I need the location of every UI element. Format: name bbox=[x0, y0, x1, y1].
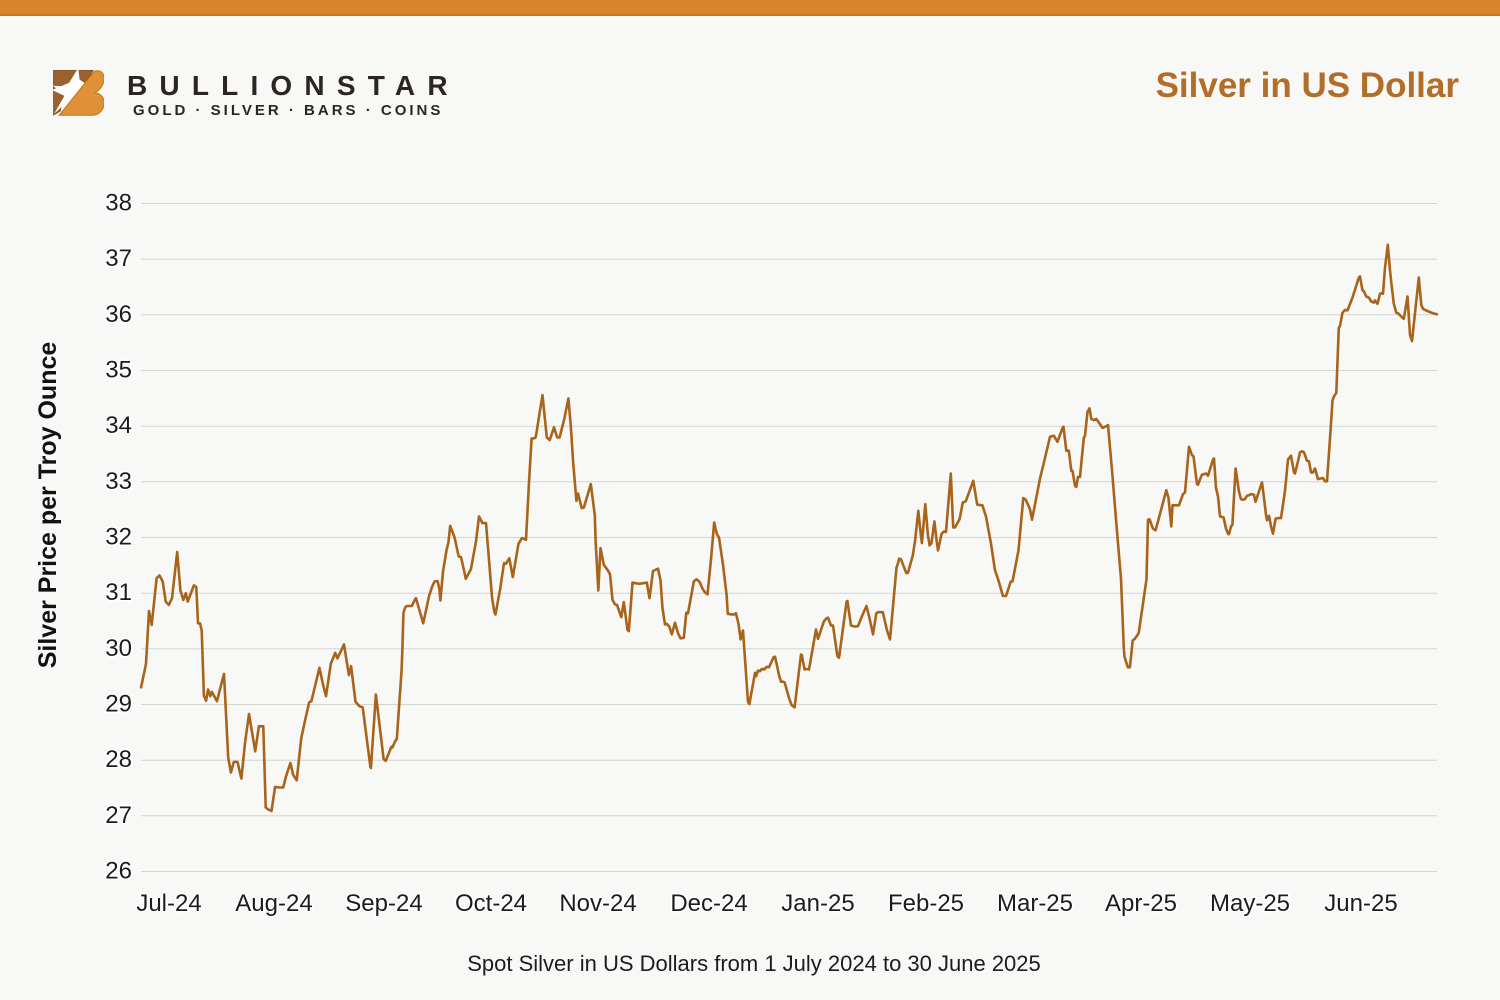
svg-text:29: 29 bbox=[105, 691, 132, 718]
svg-text:Jul-24: Jul-24 bbox=[136, 890, 201, 917]
svg-text:Feb-25: Feb-25 bbox=[888, 890, 964, 917]
svg-text:27: 27 bbox=[105, 802, 132, 829]
svg-text:May-25: May-25 bbox=[1210, 890, 1290, 917]
svg-text:Nov-24: Nov-24 bbox=[559, 890, 636, 917]
svg-text:36: 36 bbox=[105, 301, 132, 328]
svg-text:Mar-25: Mar-25 bbox=[997, 890, 1073, 917]
svg-text:37: 37 bbox=[105, 245, 132, 272]
svg-text:33: 33 bbox=[105, 468, 132, 495]
svg-text:30: 30 bbox=[105, 635, 132, 662]
svg-text:Sep-24: Sep-24 bbox=[345, 890, 422, 917]
svg-text:Dec-24: Dec-24 bbox=[670, 890, 747, 917]
svg-text:32: 32 bbox=[105, 524, 132, 551]
svg-text:Silver Price per Troy Ounce: Silver Price per Troy Ounce bbox=[34, 342, 62, 669]
svg-text:35: 35 bbox=[105, 357, 132, 384]
svg-text:28: 28 bbox=[105, 746, 132, 773]
svg-text:Jun-25: Jun-25 bbox=[1324, 890, 1397, 917]
svg-text:Aug-24: Aug-24 bbox=[235, 890, 312, 917]
svg-text:31: 31 bbox=[105, 579, 132, 606]
svg-text:Oct-24: Oct-24 bbox=[455, 890, 527, 917]
svg-text:26: 26 bbox=[105, 858, 132, 885]
svg-text:Jan-25: Jan-25 bbox=[781, 890, 854, 917]
svg-text:38: 38 bbox=[105, 190, 132, 217]
svg-text:34: 34 bbox=[105, 412, 132, 439]
svg-text:Spot Silver in US Dollars from: Spot Silver in US Dollars from 1 July 20… bbox=[467, 951, 1041, 976]
svg-text:Apr-25: Apr-25 bbox=[1105, 890, 1177, 917]
